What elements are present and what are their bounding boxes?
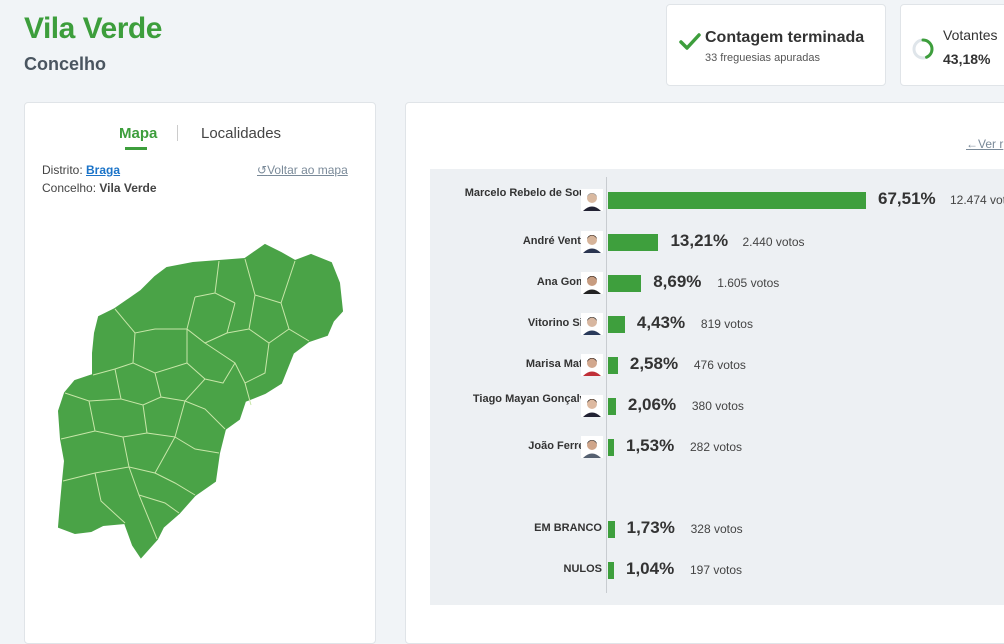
page-subtitle: Concelho bbox=[24, 54, 107, 74]
candidate-name: Tiago Mayan Gonçalves bbox=[472, 393, 598, 405]
result-row-candidate: Marcelo Rebelo de Sousa 67,51% 12.474 voto… bbox=[430, 185, 1004, 225]
candidate-name: EM BRANCO bbox=[534, 522, 602, 534]
back-to-map-label: Voltar ao mapa bbox=[267, 163, 348, 177]
result-percentage: 1,04% bbox=[626, 559, 675, 578]
candidate-avatar-icon bbox=[581, 313, 603, 335]
candidate-avatar-icon bbox=[581, 436, 603, 458]
result-bar bbox=[608, 562, 614, 579]
distrito-label: Distrito: bbox=[42, 163, 83, 177]
result-percentage: 2,58% bbox=[629, 354, 679, 373]
candidate-avatar-icon bbox=[581, 354, 603, 376]
tab-mapa[interactable]: Mapa bbox=[119, 125, 158, 142]
concelho-label: Concelho: bbox=[42, 181, 97, 195]
result-bar bbox=[608, 275, 642, 292]
result-votes: 12.474 votos bbox=[950, 193, 1004, 207]
candidate-name: Ana Gomes bbox=[536, 276, 598, 288]
result-percentage: 2,06% bbox=[627, 395, 677, 414]
arrow-left-icon: ← bbox=[966, 137, 978, 151]
status-title: Contagem terminada bbox=[705, 29, 865, 46]
result-percentage: 1,53% bbox=[626, 436, 675, 455]
status-subtitle: 33 freguesias apuradas bbox=[705, 52, 820, 64]
result-votes: 380 votos bbox=[691, 399, 744, 413]
result-percentage: 67,51% bbox=[878, 189, 936, 208]
result-votes: 328 votos bbox=[690, 522, 743, 536]
result-percentage: 4,43% bbox=[636, 313, 686, 332]
page-title: Vila Verde bbox=[24, 12, 162, 45]
candidate-name: NULOS bbox=[563, 563, 603, 575]
result-row-other: NULOS 1,04% 197 votos bbox=[430, 555, 1004, 595]
result-bar bbox=[608, 398, 616, 415]
candidate-name: André Ventura bbox=[522, 235, 598, 247]
check-icon bbox=[679, 33, 701, 50]
result-row-other: EM BRANCO 1,73% 328 votos bbox=[430, 514, 1004, 554]
result-votes: 1.605 votos bbox=[717, 276, 780, 290]
ver-results-label: Ver r bbox=[978, 137, 1004, 151]
result-votes: 819 votos bbox=[700, 317, 753, 331]
result-votes: 282 votos bbox=[690, 440, 743, 454]
tab-localidades[interactable]: Localidades bbox=[201, 125, 282, 142]
distrito-line: Distrito: Braga bbox=[42, 163, 120, 177]
result-bar bbox=[608, 316, 625, 333]
result-votes: 476 votos bbox=[693, 358, 746, 372]
result-bar bbox=[608, 439, 614, 456]
result-percentage: 8,69% bbox=[653, 272, 702, 291]
result-row-candidate: Ana Gomes 8,69% 1.605 votos bbox=[430, 268, 1004, 308]
map-shape[interactable] bbox=[57, 243, 344, 559]
result-bar bbox=[608, 357, 618, 374]
result-votes: 197 votos bbox=[690, 563, 743, 577]
candidate-name: Vitorino Silva bbox=[527, 317, 598, 329]
result-percentage: 1,73% bbox=[626, 518, 675, 537]
result-row-candidate: Vitorino Silva 4,43% 819 votos bbox=[430, 309, 1004, 349]
ver-results-link[interactable]: ←Ver r bbox=[966, 137, 1003, 151]
result-row-candidate: André Ventura 13,21% 2.440 votos bbox=[430, 227, 1004, 267]
result-row-candidate: Marisa Matias 2,58% 476 votos bbox=[430, 350, 1004, 390]
tab-active-indicator bbox=[125, 147, 147, 150]
candidate-name: Marcelo Rebelo de Sousa bbox=[464, 187, 598, 199]
concelho-line: Concelho: Vila Verde bbox=[42, 181, 157, 195]
result-row-candidate: Tiago Mayan Gonçalves 2,06% 380 votos bbox=[430, 391, 1004, 431]
candidate-avatar-icon bbox=[581, 189, 603, 211]
result-bar bbox=[608, 521, 615, 538]
candidate-avatar-icon bbox=[581, 272, 603, 294]
result-percentage: 13,21% bbox=[670, 231, 729, 250]
concelho-value: Vila Verde bbox=[99, 181, 157, 195]
chart-axis bbox=[606, 177, 607, 593]
results-chart: Marcelo Rebelo de Sousa 67,51% 12.474 voto… bbox=[430, 169, 1004, 605]
undo-icon: ↺ bbox=[257, 163, 268, 177]
status-card: Contagem terminada 33 freguesias apurada… bbox=[666, 4, 886, 86]
distrito-link[interactable]: Braga bbox=[86, 163, 121, 177]
back-to-map-link[interactable]: ↺Voltar ao mapa bbox=[257, 163, 348, 177]
parish-borders bbox=[60, 258, 310, 540]
result-row-candidate: João Ferreira 1,53% 282 votos bbox=[430, 432, 1004, 472]
result-bar bbox=[608, 192, 866, 209]
map-panel: Mapa Localidades Distrito: Braga Concelh… bbox=[24, 102, 376, 644]
votantes-label: Votantes bbox=[943, 27, 998, 43]
candidate-name: Marisa Matias bbox=[525, 358, 598, 370]
tab-divider bbox=[177, 125, 178, 141]
result-votes: 2.440 votos bbox=[742, 235, 805, 249]
candidate-name: João Ferreira bbox=[528, 440, 598, 452]
candidate-avatar-icon bbox=[581, 395, 603, 417]
municipality-map[interactable] bbox=[45, 233, 345, 573]
result-bar bbox=[608, 234, 659, 251]
votantes-card: Votantes 43,18% bbox=[900, 4, 1004, 86]
progress-ring-icon bbox=[912, 38, 934, 60]
votantes-value: 43,18% bbox=[943, 51, 991, 67]
candidate-avatar-icon bbox=[581, 231, 603, 253]
results-panel: ←Ver r Marcelo Rebelo de Sousa 67,51% 12.4… bbox=[405, 102, 1004, 644]
